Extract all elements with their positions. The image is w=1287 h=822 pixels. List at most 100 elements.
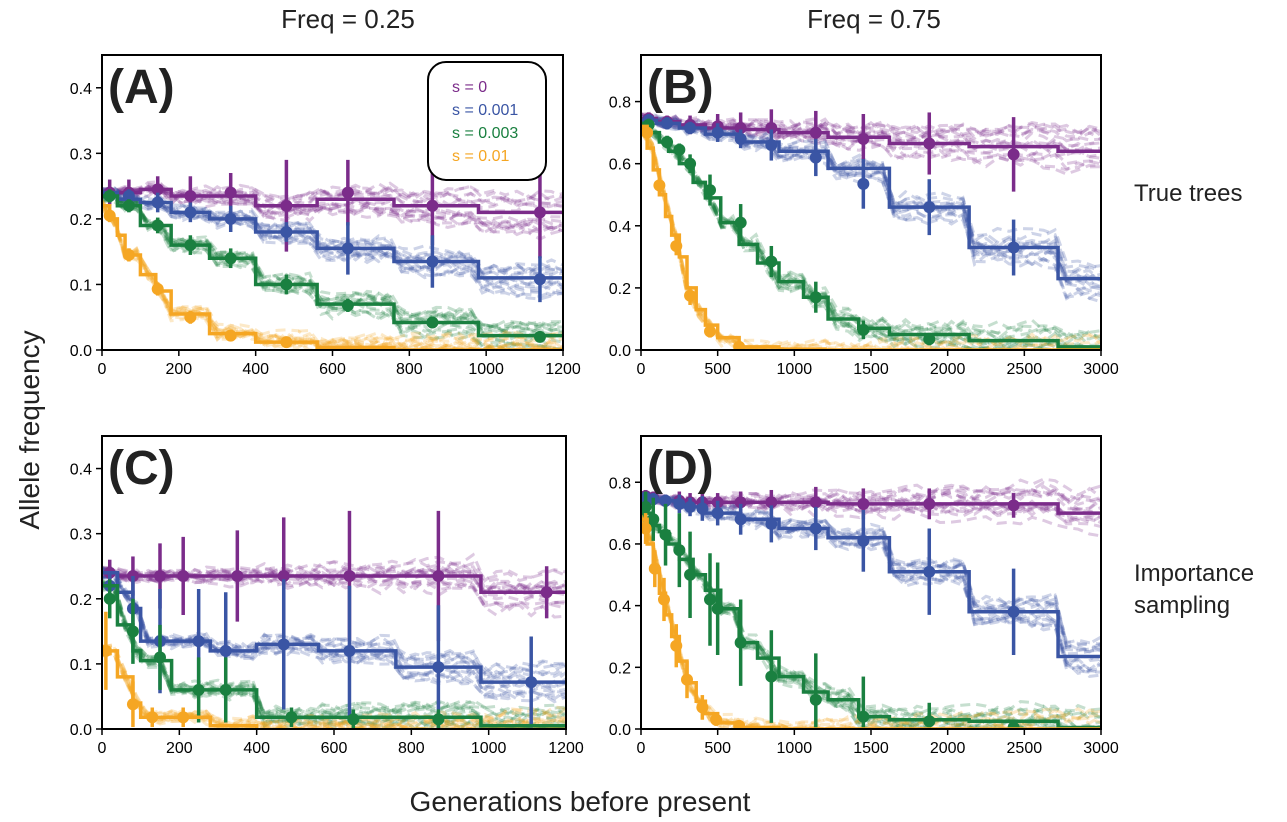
data-point [341, 299, 354, 312]
trajectory-line [102, 651, 566, 729]
trajectory-line [102, 190, 563, 299]
data-point [151, 219, 164, 232]
data-point [641, 500, 652, 513]
trajectory-line [641, 491, 1101, 653]
legend-entry: s = 0.001 [452, 102, 518, 119]
y-tick-label: 0.1 [70, 277, 92, 294]
data-point [1007, 721, 1020, 729]
trajectory-line [102, 579, 566, 719]
trajectory-line [102, 643, 566, 729]
data-point [765, 517, 778, 530]
data-point [103, 592, 116, 605]
trajectory-line [102, 186, 563, 208]
trajectory-line [102, 564, 566, 591]
data-point [658, 593, 670, 606]
trajectory-line [641, 121, 1101, 350]
trajectory-line [641, 494, 1101, 524]
trajectory-line [641, 113, 1101, 281]
step-line-series-3 [102, 649, 259, 729]
trajectory-line [641, 129, 1101, 350]
data-point [923, 497, 936, 510]
x-tick-label: 2000 [930, 740, 966, 757]
x-tick-label: 200 [166, 740, 193, 757]
trajectory-line [641, 122, 1101, 350]
data-point [184, 239, 197, 252]
trajectory-line [102, 184, 563, 277]
data-point [540, 586, 553, 599]
data-point [857, 534, 870, 547]
y-tick-label: 0.3 [70, 527, 92, 544]
data-point [684, 500, 697, 513]
trajectory-line [102, 575, 566, 703]
y-tick-label: 0.2 [609, 660, 631, 677]
data-point [923, 333, 936, 346]
data-point [277, 638, 290, 651]
legend-entry: s = 0.003 [452, 125, 518, 142]
x-tick-label: 3000 [1083, 740, 1119, 757]
trajectory-line [102, 191, 563, 329]
panel-letter: (A) [108, 61, 175, 114]
data-point [733, 340, 746, 350]
plot-area [641, 109, 1101, 350]
data-point [280, 278, 293, 291]
data-point [733, 719, 746, 729]
data-point [341, 242, 354, 255]
y-tick-label: 0.3 [70, 146, 92, 163]
data-point [122, 189, 135, 202]
y-tick-label: 0.2 [609, 281, 631, 298]
trajectory-line [102, 579, 566, 729]
data-point [184, 206, 197, 219]
trajectory-line [102, 190, 563, 339]
data-point [670, 639, 683, 652]
data-point [734, 513, 747, 526]
step-line-series-3 [102, 204, 563, 350]
x-tick-label: 1000 [468, 361, 504, 378]
data-point [184, 311, 197, 324]
x-tick-label: 500 [704, 740, 731, 757]
trajectory-line [102, 185, 563, 207]
data-point [103, 209, 116, 222]
x-tick-label: 500 [704, 361, 731, 378]
trajectory-line [102, 188, 563, 241]
trajectory-line [641, 488, 1101, 512]
legend-box [427, 61, 547, 181]
data-point [653, 179, 666, 192]
data-point [734, 216, 747, 229]
data-point [1007, 499, 1020, 512]
x-tick-label: 1500 [853, 361, 889, 378]
y-tick-label: 0.6 [609, 537, 631, 554]
trajectory-line [102, 584, 566, 719]
trajectory-line [102, 184, 563, 227]
y-tick-label: 0.4 [609, 599, 631, 616]
data-point [343, 569, 356, 582]
y-tick-label: 0.2 [70, 592, 92, 609]
trajectory-line [102, 569, 566, 684]
trajectory-line [102, 198, 563, 350]
data-point [192, 635, 205, 648]
data-point [224, 212, 237, 225]
x-tick-label: 3000 [1083, 361, 1119, 378]
data-point [426, 255, 439, 268]
trajectory-line [641, 515, 1101, 729]
trajectory-line [641, 477, 1101, 506]
x-tick-label: 0 [98, 740, 107, 757]
data-point [224, 186, 237, 199]
data-point [809, 496, 822, 509]
step-line-series-1 [641, 118, 1101, 281]
data-point [1007, 241, 1020, 254]
data-point [280, 336, 293, 349]
step-line-series-3 [641, 124, 1101, 350]
data-point [857, 323, 870, 336]
trajectory-line [102, 185, 563, 237]
data-point [661, 117, 674, 130]
trajectory-line [102, 190, 563, 286]
y-tick-label: 0.4 [609, 219, 631, 236]
trajectory-line [102, 566, 566, 693]
step-line-series-2 [102, 194, 563, 338]
trajectory-line [102, 643, 566, 729]
trajectory-line [102, 181, 563, 205]
panel-letter: (D) [647, 442, 714, 495]
trajectory-line [102, 189, 563, 276]
data-point [154, 651, 166, 664]
y-tick-label: 0.4 [70, 462, 92, 479]
